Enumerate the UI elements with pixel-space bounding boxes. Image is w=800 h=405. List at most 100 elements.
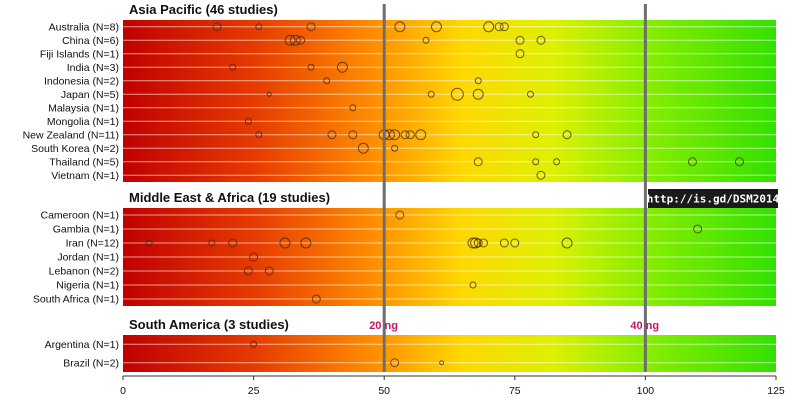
data-point [478,238,488,248]
data-point [145,239,153,247]
row-label: Vietnam (N=1) [51,170,119,182]
data-point [243,266,253,276]
section-header-band [123,188,776,208]
data-point [327,130,337,140]
x-tick-label: 125 [767,385,785,397]
reference-label: 40 ng [630,320,659,332]
section-2: South America (3 studies) Argentina (N=1)… [45,315,776,372]
row-label: Jordan (N=1) [57,252,119,264]
row-label: Malaysia (N=1) [48,102,119,114]
data-point [450,87,464,101]
data-point [469,281,477,289]
x-tick-label: 0 [120,385,126,397]
data-point [474,77,482,85]
data-point [562,130,572,140]
data-point [427,90,435,98]
data-point [249,252,259,262]
data-point [553,158,561,166]
gradient-panel [123,20,776,182]
data-point [532,158,540,166]
data-point [390,358,400,368]
row-label: South Africa (N=1) [33,294,119,306]
data-point [439,360,445,366]
annotation-url: http://is.gd/DSM2014 [647,193,780,206]
data-point [536,35,546,45]
section-0: Asia Pacific (46 studies) Australia (N=8)… [23,0,776,182]
data-point [473,238,483,248]
x-tick-label: 75 [509,385,521,397]
data-point [357,142,369,154]
data-point [394,21,406,33]
row-label: India (N=3) [67,62,119,74]
data-point [693,224,703,234]
row-label: Fiji Islands (N=1) [40,48,119,60]
data-point [470,237,482,249]
row-label: Gambia (N=1) [53,224,119,236]
data-point [349,104,357,112]
row-label: Nigeria (N=1) [56,280,119,292]
data-point [510,238,520,248]
row-label: South Korea (N=2) [31,143,119,155]
data-point [208,239,216,247]
data-point [296,35,306,45]
data-point [473,157,483,167]
row-label: New Zealand (N=11) [23,129,119,141]
reference-label: 20 ng [369,320,398,332]
data-point [400,130,410,140]
section-title: Asia Pacific (46 studies) [129,2,278,17]
x-axis: 0 25 50 75 100 125 [120,375,785,397]
data-point [422,36,430,44]
data-point [561,237,573,249]
row-label: Argentina (N=1) [45,339,119,351]
data-point [430,21,442,33]
data-point [250,340,258,348]
data-point [323,77,331,85]
data-point [494,22,504,32]
data-point [311,294,321,304]
data-point [348,130,358,140]
data-point [395,210,405,220]
data-point [415,129,427,141]
data-point [687,157,697,167]
row-label: Mongolia (N=1) [47,116,119,128]
data-point [212,22,222,32]
data-point [255,131,263,139]
row-label: Australia (N=8) [49,21,119,33]
data-point [336,61,348,73]
section-title: South America (3 studies) [129,317,289,332]
data-point [526,90,534,98]
section-1: Middle East & Africa (19 studies) Cameroo… [33,188,776,306]
data-point [389,129,401,141]
annotation-box [648,189,778,208]
data-point [307,63,315,71]
panels: Asia Pacific (46 studies) Australia (N=8)… [23,0,776,372]
row-label: Indonesia (N=2) [44,75,119,87]
section-header-band [123,0,776,20]
data-point [536,170,546,180]
row-label: Thailand (N=5) [49,156,119,168]
data-point [284,34,296,46]
data-point [229,63,237,71]
data-point [483,21,495,33]
data-point [228,238,238,248]
row-label: China (N=6) [62,35,119,47]
data-point [499,238,509,248]
data-point [734,157,744,167]
data-point [515,35,525,45]
row-label: Japan (N=5) [61,89,119,101]
row-label: Brazil (N=2) [63,357,119,369]
data-point [306,22,316,32]
x-tick-label: 50 [378,385,390,397]
data-point [467,237,479,249]
section-header-band [123,315,776,335]
data-point [515,49,525,59]
data-point [300,237,312,249]
section-title: Middle East & Africa (19 studies) [129,190,330,205]
data-point [532,131,540,139]
gradient-panel [123,335,776,372]
data-point [244,117,252,125]
data-point [279,237,291,249]
data-point [266,91,272,97]
data-point [391,144,399,152]
